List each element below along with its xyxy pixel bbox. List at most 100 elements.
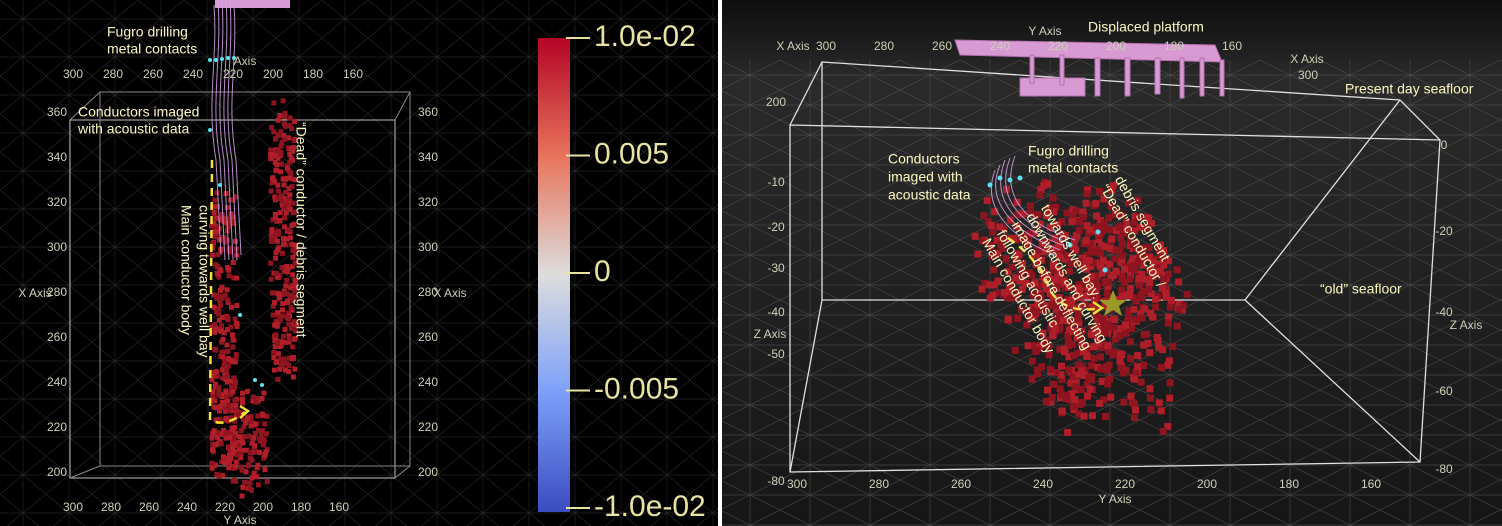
voxel bbox=[1151, 268, 1159, 276]
voxel bbox=[1058, 391, 1066, 399]
voxel bbox=[274, 323, 280, 329]
voxel bbox=[283, 123, 288, 129]
voxel bbox=[216, 274, 222, 280]
voxel bbox=[210, 441, 216, 447]
voxel bbox=[282, 110, 288, 116]
tick-label: 280 bbox=[101, 500, 121, 514]
tick-label: 260 bbox=[139, 500, 159, 514]
tick-label: 180 bbox=[1164, 39, 1184, 53]
voxel bbox=[216, 317, 222, 323]
tick-label: 280 bbox=[103, 67, 123, 81]
voxel bbox=[1139, 244, 1147, 252]
tick-label: 320 bbox=[418, 195, 438, 209]
voxel bbox=[1050, 380, 1058, 388]
voxel bbox=[1148, 219, 1156, 227]
voxel bbox=[1117, 234, 1125, 242]
voxel bbox=[235, 411, 241, 417]
voxel bbox=[1102, 324, 1110, 332]
voxel bbox=[271, 367, 277, 373]
tick-label: 260 bbox=[418, 330, 438, 344]
voxel bbox=[261, 442, 266, 447]
voxel bbox=[219, 293, 225, 299]
voxel bbox=[1052, 275, 1060, 283]
voxel bbox=[1146, 394, 1154, 402]
voxel bbox=[225, 363, 231, 369]
voxel bbox=[229, 304, 234, 310]
voxel bbox=[1102, 363, 1110, 371]
voxel bbox=[1173, 322, 1181, 330]
voxel bbox=[1065, 267, 1073, 275]
voxel bbox=[986, 281, 994, 289]
voxel bbox=[1051, 325, 1059, 333]
voxel bbox=[224, 395, 230, 400]
voxel bbox=[218, 441, 224, 447]
voxel bbox=[252, 422, 258, 428]
voxel bbox=[240, 390, 245, 396]
voxel bbox=[288, 285, 294, 291]
voxel bbox=[210, 447, 215, 453]
voxel bbox=[216, 306, 222, 311]
voxel bbox=[1100, 219, 1108, 227]
voxel bbox=[228, 451, 233, 457]
voxel bbox=[1164, 422, 1172, 430]
voxel bbox=[1050, 267, 1058, 274]
voxel bbox=[1085, 285, 1093, 293]
voxel bbox=[1077, 335, 1085, 343]
voxel bbox=[1004, 267, 1012, 275]
voxel bbox=[1045, 351, 1053, 359]
voxel bbox=[1160, 275, 1168, 283]
voxel bbox=[1116, 325, 1124, 333]
voxel bbox=[1017, 270, 1025, 278]
voxel bbox=[1127, 271, 1134, 279]
voxel bbox=[264, 479, 270, 484]
voxel bbox=[212, 322, 218, 328]
voxel bbox=[1118, 271, 1126, 279]
voxel bbox=[1000, 234, 1008, 242]
voxel bbox=[1130, 227, 1138, 235]
voxel bbox=[290, 247, 296, 253]
voxel bbox=[287, 235, 293, 241]
voxel bbox=[997, 241, 1005, 249]
tick-label: 240 bbox=[47, 375, 67, 389]
voxel bbox=[234, 303, 240, 308]
voxel bbox=[1108, 235, 1116, 243]
voxel bbox=[1013, 223, 1021, 231]
voxel bbox=[213, 262, 219, 268]
voxel bbox=[971, 232, 979, 240]
voxel bbox=[1063, 209, 1071, 217]
voxel bbox=[1104, 380, 1112, 388]
voxel bbox=[260, 413, 266, 418]
voxel bbox=[1167, 296, 1175, 304]
voxel bbox=[1131, 316, 1139, 324]
voxel bbox=[1118, 240, 1126, 247]
voxel bbox=[1055, 326, 1063, 334]
voxel bbox=[1034, 211, 1042, 219]
voxel bbox=[1129, 255, 1137, 263]
tick-label: 280 bbox=[874, 39, 894, 53]
axis-label: Y Axis bbox=[1098, 492, 1131, 506]
tick-label: -80 bbox=[1435, 462, 1453, 476]
voxel bbox=[290, 148, 296, 154]
voxel bbox=[1029, 291, 1037, 299]
tick-label: 300 bbox=[787, 477, 807, 491]
voxel bbox=[212, 234, 217, 240]
voxel bbox=[281, 290, 287, 296]
voxel bbox=[231, 375, 237, 381]
voxel bbox=[1092, 223, 1100, 231]
voxel bbox=[1125, 199, 1132, 207]
voxel bbox=[1175, 300, 1183, 308]
voxel bbox=[226, 430, 232, 436]
voxel bbox=[1159, 254, 1167, 262]
voxel bbox=[1103, 289, 1111, 297]
voxel bbox=[1121, 265, 1129, 273]
voxel bbox=[275, 228, 281, 234]
voxel bbox=[290, 298, 296, 304]
voxel bbox=[209, 397, 215, 403]
tick-label: 200 bbox=[1106, 39, 1126, 53]
voxel bbox=[1041, 280, 1049, 288]
voxel bbox=[1037, 292, 1044, 299]
voxel bbox=[1098, 242, 1106, 250]
voxel bbox=[1064, 252, 1072, 259]
voxel bbox=[211, 292, 217, 298]
voxel bbox=[1149, 258, 1157, 266]
